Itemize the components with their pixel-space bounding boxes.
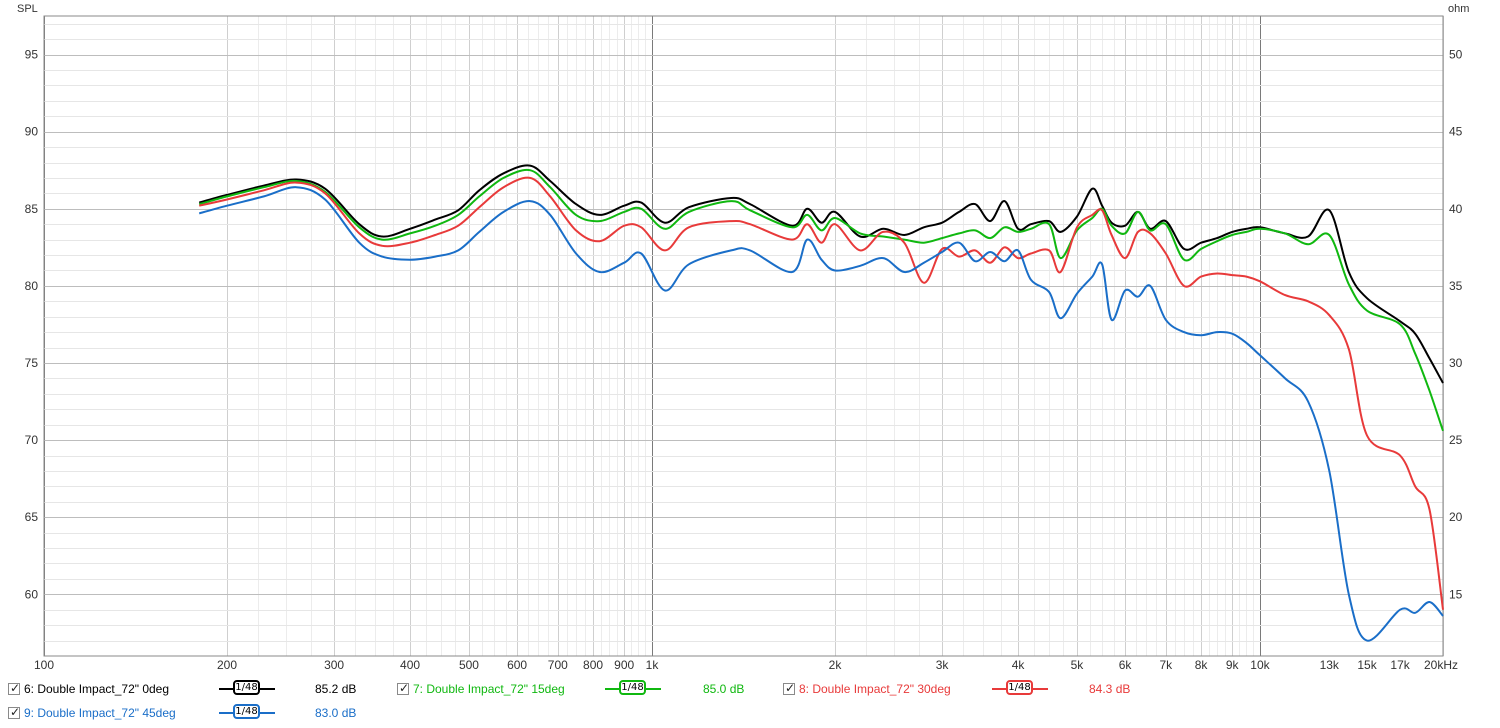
x-tick-label: 600 <box>507 658 527 672</box>
x-tick-label: 5k <box>1071 658 1085 672</box>
legend-value: 85.0 dB <box>703 682 745 696</box>
y-left-tick-label: 60 <box>25 587 39 601</box>
y-right-tick-label: 40 <box>1449 202 1463 216</box>
x-tick-label: 10k <box>1250 658 1270 672</box>
y-right-tick-label: 30 <box>1449 356 1463 370</box>
legend-smoothing-button[interactable]: 1/48 <box>992 678 1048 700</box>
axis-ticks: 60 65 70 75 80 85 90 95 15 20 25 30 35 40 45 50 100 200 30… <box>25 48 1463 672</box>
legend-value: 84.3 dB <box>1089 682 1131 696</box>
x-tick-label: 400 <box>400 658 420 672</box>
x-tick-label: 7k <box>1159 658 1173 672</box>
smoothing-label: 1/48 <box>619 680 646 695</box>
legend-item-30deg[interactable]: 8: Double Impact_72" 30deg <box>783 678 951 700</box>
x-tick-label: 1k <box>646 658 660 672</box>
y-right-tick-label: 25 <box>1449 433 1463 447</box>
y-left-tick-label: 70 <box>25 433 39 447</box>
legend-checkbox[interactable] <box>397 681 409 695</box>
legend-label: 7: Double Impact_72" 15deg <box>413 682 565 696</box>
x-tick-label: 2k <box>829 658 843 672</box>
x-tick-label: 100 <box>34 658 54 672</box>
series-group <box>198 164 1444 642</box>
legend: 6: Double Impact_72" 0deg 85.2 dB 7: Dou… <box>0 676 1500 728</box>
legend-item-45deg[interactable]: 9: Double Impact_72" 45deg <box>8 702 176 724</box>
y-left-tick-label: 95 <box>25 48 39 62</box>
legend-item-15deg[interactable]: 7: Double Impact_72" 15deg <box>397 678 565 700</box>
x-tick-label: 800 <box>583 658 603 672</box>
legend-value: 85.2 dB <box>315 682 357 696</box>
frequency-response-chart: 60 65 70 75 80 85 90 95 15 20 25 30 35 40 45 50 100 200 30… <box>17 3 1469 672</box>
legend-checkbox[interactable] <box>783 681 795 695</box>
smoothing-label: 1/48 <box>233 704 260 719</box>
x-tick-label: 3k <box>936 658 950 672</box>
x-tick-label: 4k <box>1012 658 1026 672</box>
y-left-tick-label: 75 <box>25 356 39 370</box>
y-left-axis-title: SPL <box>17 3 38 15</box>
legend-checkbox[interactable] <box>8 705 20 719</box>
x-tick-label: 900 <box>614 658 634 672</box>
y-left-tick-label: 90 <box>25 125 39 139</box>
legend-label: 8: Double Impact_72" 30deg <box>799 682 951 696</box>
legend-label: 9: Double Impact_72" 45deg <box>24 706 176 720</box>
x-tick-label: 15k <box>1357 658 1377 672</box>
y-right-tick-label: 45 <box>1449 125 1463 139</box>
x-tick-label: 200 <box>217 658 237 672</box>
x-tick-label: 500 <box>459 658 479 672</box>
legend-checkbox[interactable] <box>8 681 20 695</box>
legend-label: 6: Double Impact_72" 0deg <box>24 682 170 696</box>
series-line-2 <box>198 176 1444 610</box>
y-left-tick-label: 65 <box>25 510 39 524</box>
series-line-3 <box>198 186 1444 642</box>
x-tick-label: 8k <box>1195 658 1209 672</box>
plot-frame <box>43 15 1444 657</box>
x-tick-label: 20kHz <box>1424 658 1458 672</box>
x-tick-label: 13k <box>1320 658 1340 672</box>
legend-smoothing-button[interactable]: 1/48 <box>605 678 661 700</box>
smoothing-label: 1/48 <box>1006 680 1033 695</box>
grid <box>44 16 1444 656</box>
legend-smoothing-button[interactable]: 1/48 <box>219 678 275 700</box>
x-tick-label: 9k <box>1226 658 1240 672</box>
x-tick-label: 6k <box>1119 658 1133 672</box>
x-tick-label: 300 <box>324 658 344 672</box>
y-right-tick-label: 20 <box>1449 510 1463 524</box>
series-line-1 <box>198 168 1444 432</box>
legend-item-0deg[interactable]: 6: Double Impact_72" 0deg <box>8 678 169 700</box>
y-left-tick-label: 80 <box>25 279 39 293</box>
x-tick-label: 17k <box>1390 658 1410 672</box>
y-right-tick-label: 50 <box>1449 48 1463 62</box>
y-right-axis-title: ohm <box>1448 3 1469 15</box>
y-right-tick-label: 35 <box>1449 279 1463 293</box>
y-left-tick-label: 85 <box>25 202 39 216</box>
x-tick-label: 700 <box>548 658 568 672</box>
series-line-0 <box>198 164 1444 384</box>
legend-smoothing-button[interactable]: 1/48 <box>219 702 275 724</box>
smoothing-label: 1/48 <box>233 680 260 695</box>
legend-value: 83.0 dB <box>315 706 357 720</box>
y-right-tick-label: 15 <box>1449 587 1463 601</box>
